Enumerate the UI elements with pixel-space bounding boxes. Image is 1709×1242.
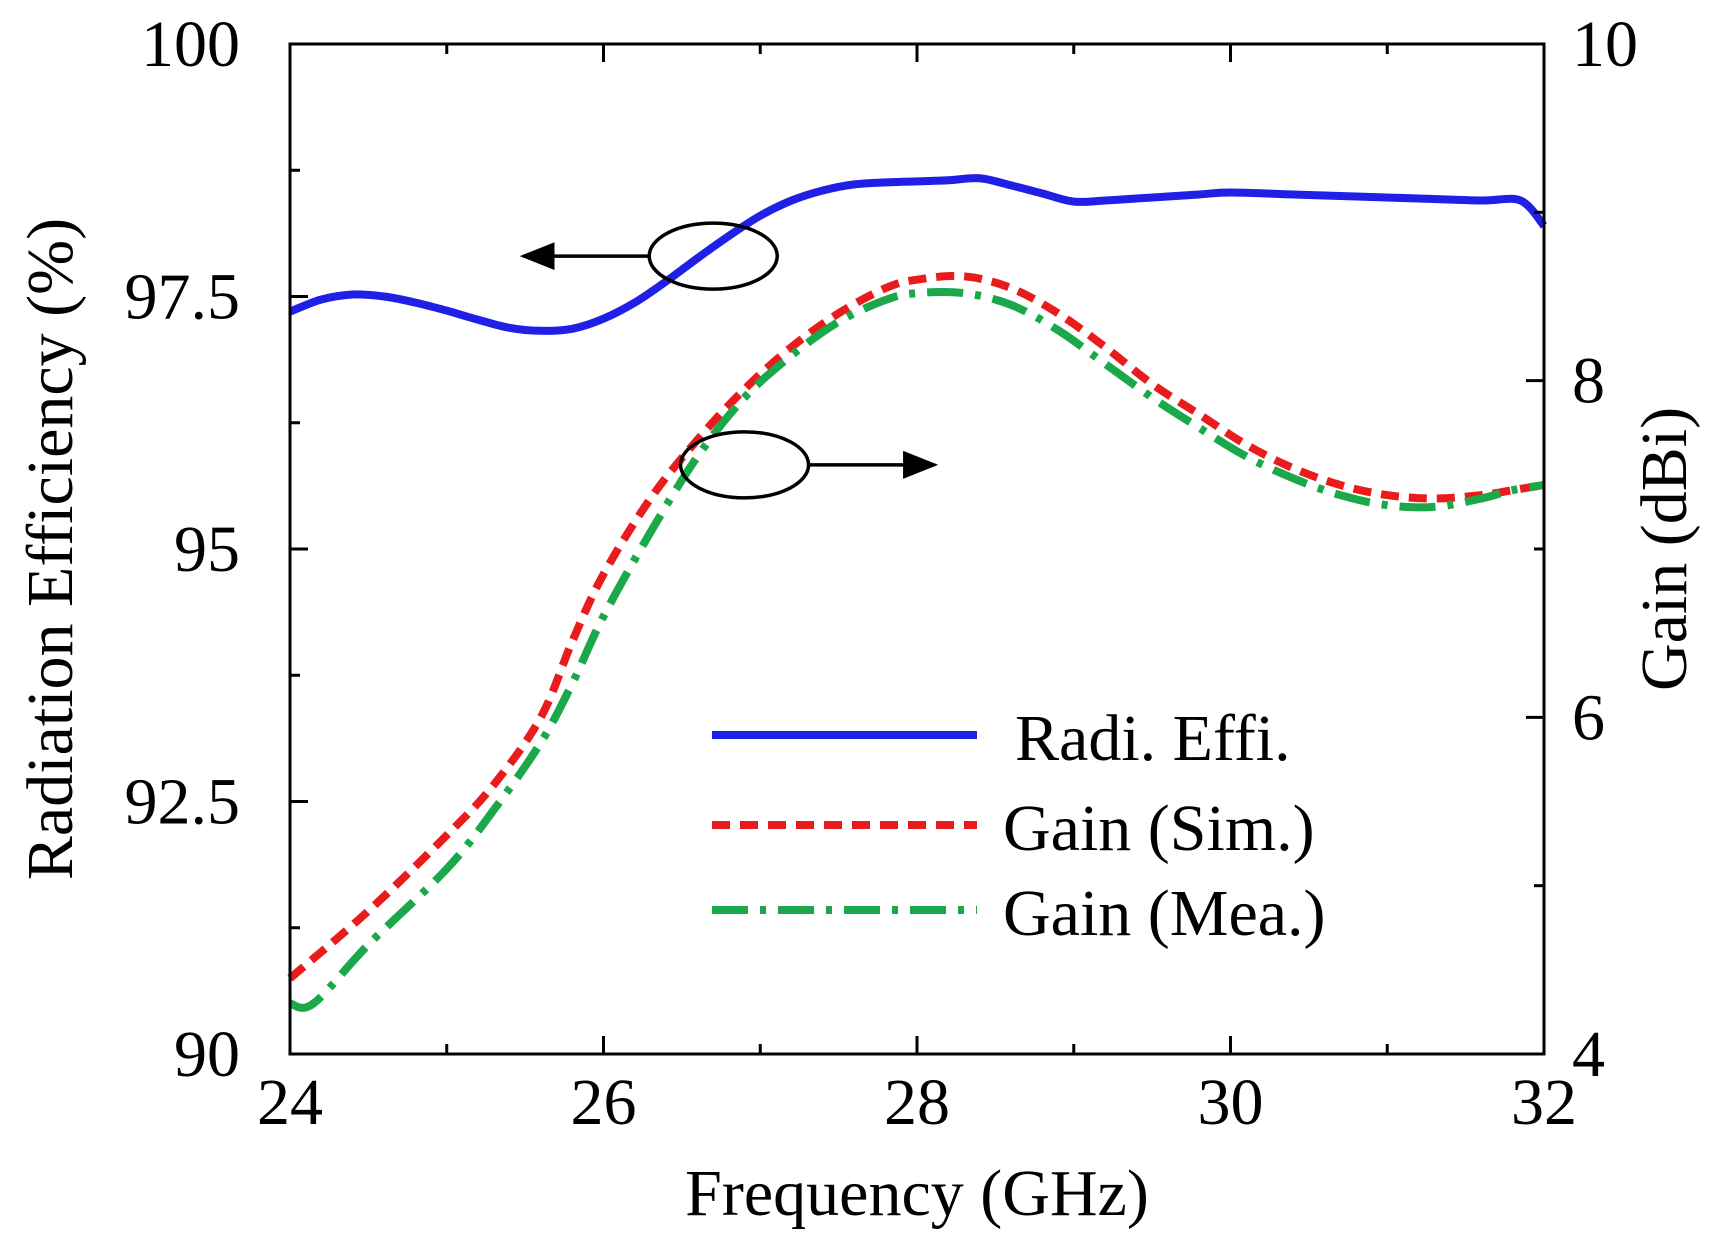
x-axis-label: Frequency (GHz) (685, 1157, 1149, 1230)
x-tick-label: 24 (257, 1066, 323, 1139)
annotation-layer (519, 221, 939, 500)
y-left-tick-label: 97.5 (125, 261, 241, 334)
legend-label-gain-mea: Gain (Mea.) (1003, 877, 1326, 950)
ticks-layer: 24 26 28 30 32 90 92.5 95 97.5 100 4 6 8 10 (125, 8, 1639, 1139)
x-tick-label: 28 (884, 1066, 950, 1139)
y-right-tick-label: 10 (1572, 8, 1638, 81)
y-left-tick-label: 90 (174, 1018, 240, 1091)
y-axis-label-right: Gain (dBi) (1628, 407, 1701, 691)
y-left-tick-label: 92.5 (125, 766, 241, 839)
y-right-tick-label: 8 (1572, 345, 1605, 418)
legend-label-radi-effi: Radi. Effi. (1015, 702, 1291, 775)
y-axis-label-left: Radiation Efficiency (%) (14, 218, 87, 880)
series-line-radi-effi (288, 174, 1548, 335)
series-line-gain-mea (289, 287, 1545, 1012)
x-tick-label: 32 (1511, 1066, 1577, 1139)
legend: Radi. Effi. Gain (Sim.) Gain (Mea.) (712, 702, 1326, 950)
y-left-tick-label: 100 (141, 8, 240, 81)
legend-label-gain-sim: Gain (Sim.) (1003, 792, 1315, 865)
x-tick-label: 30 (1198, 1066, 1264, 1139)
x-tick-label: 26 (571, 1066, 637, 1139)
y-right-tick-label: 4 (1572, 1018, 1605, 1091)
y-right-tick-label: 6 (1572, 681, 1605, 754)
y-left-tick-label: 95 (174, 513, 240, 586)
series-layer (287, 174, 1548, 1012)
